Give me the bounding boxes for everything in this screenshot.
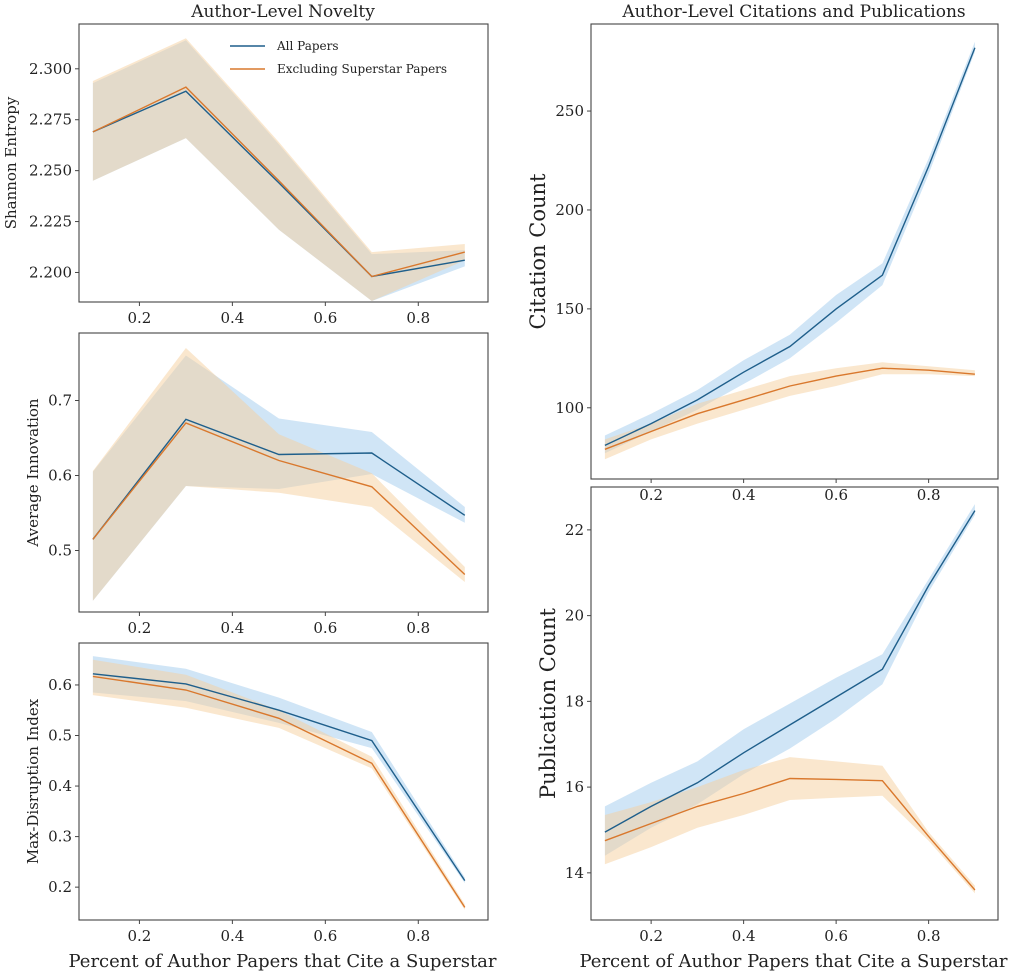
x-tick-label: 0.8	[917, 927, 941, 945]
x-tick-label: 0.2	[639, 486, 663, 504]
y-tick-label: 0.3	[48, 828, 72, 846]
confidence-band-excluding-superstar	[92, 38, 465, 302]
series-line-all-papers	[92, 673, 466, 881]
y-tick-label: 18	[565, 692, 584, 710]
y-axis-label: Publication Count	[536, 607, 560, 799]
y-tick-label: 0.6	[48, 676, 72, 694]
x-tick-label: 0.6	[313, 309, 337, 327]
x-tick-label: 0.8	[406, 927, 430, 945]
series-line-excluding-superstar	[92, 675, 466, 908]
series-line-excluding-superstar	[92, 86, 465, 278]
series-line-excluding-superstar	[92, 422, 466, 576]
series-line-all-papers	[92, 90, 465, 278]
y-tick-label: 2.250	[29, 162, 72, 180]
x-tick-label: 0.6	[313, 619, 337, 637]
y-tick-label: 0.2	[48, 878, 72, 896]
panel-disruption: 0.2 0.4 0.6 0.8 0.2 0.3 0.4 0.5 0.6 Max-Disruptio…	[24, 642, 497, 972]
x-tick-label: 0.6	[824, 486, 848, 504]
y-tick-label: 0.5	[48, 542, 72, 560]
left-column-title: Author-Level Novelty	[190, 2, 375, 22]
y-tick-label: 200	[555, 201, 584, 219]
confidence-band-all-papers	[604, 504, 975, 856]
x-tick-label: 0.6	[313, 927, 337, 945]
x-tick-label: 0.4	[220, 619, 244, 637]
series-line-all-papers	[604, 47, 976, 447]
series-line-excluding-superstar	[604, 367, 975, 450]
x-tick-label: 0.6	[824, 927, 848, 945]
y-axis-label: Shannon Entropy	[2, 96, 20, 229]
y-tick-label: 16	[565, 778, 584, 796]
y-tick-label: 0.7	[48, 392, 72, 410]
x-axis-label: Percent of Author Papers that Cite a Sup…	[579, 951, 1007, 972]
y-tick-label: 20	[565, 607, 584, 625]
y-axis-label: Average Innovation	[24, 398, 42, 547]
y-tick-label: 0.5	[48, 727, 72, 745]
confidence-band-excluding-superstar	[92, 659, 465, 910]
confidence-band-excluding-superstar	[92, 348, 465, 601]
y-tick-label: 22	[565, 521, 584, 539]
y-tick-label: 2.300	[29, 60, 72, 78]
x-tick-label: 0.8	[406, 309, 430, 327]
x-tick-label: 0.8	[917, 486, 941, 504]
y-tick-label: 100	[555, 399, 584, 417]
y-axis-label: Max-Disruption Index	[24, 698, 42, 864]
axes-frame	[590, 23, 999, 480]
x-tick-label: 0.2	[127, 927, 151, 945]
x-tick-label: 0.4	[220, 309, 244, 327]
right-column-title: Author-Level Citations and Publications	[621, 2, 965, 22]
panel-publications: 0.2 0.4 0.6 0.8 14 16 18 20 22 Publication Count P…	[536, 486, 1008, 972]
x-tick-label: 0.8	[406, 619, 430, 637]
y-axis-label: Citation Count	[526, 173, 550, 330]
x-tick-label: 0.2	[127, 619, 151, 637]
x-tick-label: 0.2	[639, 927, 663, 945]
y-tick-label: 0.6	[48, 467, 72, 485]
x-tick-label: 0.2	[127, 309, 151, 327]
axes-frame	[590, 486, 999, 921]
y-tick-label: 250	[555, 102, 584, 120]
legend-label-excluding-superstar: Excluding Superstar Papers	[277, 62, 447, 76]
confidence-band-excluding-superstar	[604, 362, 975, 460]
confidence-band-excluding-superstar	[604, 757, 975, 894]
panel-citations: 0.2 0.4 0.6 0.8 100 150 200 250 Citation Count	[526, 23, 999, 504]
axes-frame	[78, 642, 489, 921]
y-tick-label: 0.4	[48, 777, 72, 795]
panel-shannon: 0.2 0.4 0.6 0.8 2.200 2.225 2.250 2.275 2.300 Sha…	[2, 23, 489, 327]
x-tick-label: 0.4	[220, 927, 244, 945]
series-line-all-papers	[92, 418, 466, 540]
axes-frame	[78, 332, 489, 613]
panel-innovation: 0.2 0.4 0.6 0.8 0.5 0.6 0.7 Average Innovation	[24, 332, 489, 637]
y-tick-label: 150	[555, 300, 584, 318]
y-tick-label: 14	[565, 864, 584, 882]
y-tick-label: 2.225	[29, 213, 72, 231]
legend-label-all-papers: All Papers	[276, 39, 339, 53]
legend: All Papers Excluding Superstar Papers	[230, 39, 447, 76]
x-axis-label: Percent of Author Papers that Cite a Sup…	[68, 951, 496, 972]
y-tick-label: 2.200	[29, 263, 72, 281]
x-tick-label: 0.4	[732, 486, 756, 504]
series-line-excluding-superstar	[604, 777, 976, 891]
y-tick-label: 2.275	[29, 111, 72, 129]
axes-frame	[78, 23, 489, 303]
x-tick-label: 0.4	[732, 927, 756, 945]
series-line-all-papers	[604, 510, 976, 833]
